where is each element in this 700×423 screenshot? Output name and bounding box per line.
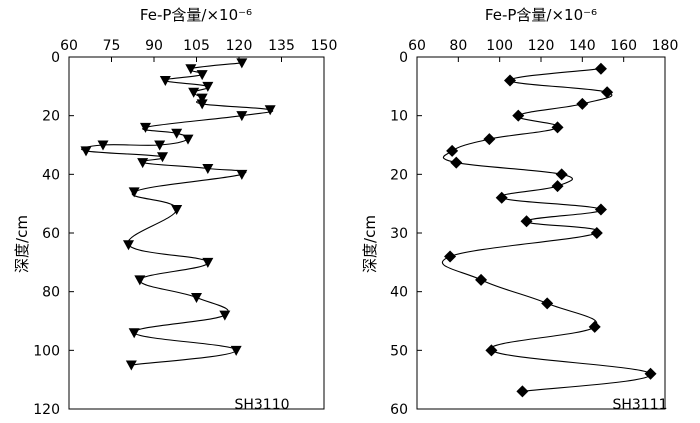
- chart-panel-sh3110: Fe-P含量/×10⁻⁶ 深度/cm SH3110 60 75 90 105 120 13…: [13, 6, 337, 418]
- y-tick-label: 80: [42, 285, 60, 301]
- data-point: [236, 169, 248, 180]
- data-point: [134, 275, 146, 286]
- data-point: [601, 86, 614, 99]
- data-point: [555, 168, 568, 181]
- chart-title: Fe-P含量/×10⁻⁶: [485, 6, 597, 24]
- y-tick-label: 30: [390, 226, 408, 242]
- x-tick-label: 75: [103, 38, 121, 54]
- chart-title: Fe-P含量/×10⁻⁶: [140, 6, 252, 24]
- data-point: [128, 187, 140, 198]
- x-tick-label: 180: [652, 38, 679, 54]
- data-point: [236, 111, 248, 122]
- x-tick-label: 140: [569, 38, 596, 54]
- data-point: [182, 134, 194, 145]
- x-tick-label: 60: [60, 38, 78, 54]
- data-point: [202, 163, 214, 174]
- data-point: [594, 203, 607, 216]
- data-point: [541, 297, 554, 310]
- y-tick-label: 10: [390, 109, 408, 125]
- y-tick-label: 0: [399, 50, 408, 66]
- data-point: [495, 191, 508, 204]
- data-point: [512, 109, 525, 122]
- data-point: [516, 385, 529, 398]
- x-tick-label: 80: [449, 38, 467, 54]
- data-point: [202, 81, 214, 92]
- data-point: [196, 93, 208, 104]
- data-point: [264, 105, 276, 116]
- data-point: [446, 144, 459, 157]
- data-point: [576, 97, 589, 110]
- data-point: [188, 87, 200, 98]
- x-tick-label: 60: [408, 38, 426, 54]
- data-point: [154, 140, 166, 151]
- data-point: [196, 99, 208, 110]
- data-point: [230, 345, 242, 356]
- data-point: [80, 146, 92, 157]
- data-point: [475, 273, 488, 286]
- y-tick-label: 40: [390, 285, 408, 301]
- data-point: [185, 64, 197, 75]
- data-point: [520, 215, 533, 228]
- data-point: [504, 74, 516, 87]
- plot-frame: [416, 56, 666, 410]
- data-point: [594, 62, 607, 75]
- y-tick-label: 20: [42, 109, 60, 125]
- data-point: [140, 122, 151, 133]
- series-line: [441, 68, 652, 392]
- data-point: [551, 180, 564, 193]
- x-tick-label: 160: [610, 38, 637, 54]
- data-point: [483, 133, 496, 146]
- y-axis-label: 深度/cm: [361, 215, 379, 273]
- data-point: [157, 152, 168, 163]
- x-tick-label: 90: [145, 38, 163, 54]
- x-tick-label: 105: [183, 38, 210, 54]
- chart-panel-sh3111: Fe-P含量/×10⁻⁶ 深度/cm SH3111 60 80 100 120 140 1…: [361, 6, 678, 418]
- data-point: [485, 344, 498, 357]
- data-point: [202, 257, 214, 268]
- plot-area: 60 80 100 120 140 160 180 0 10 20 30 40 50 60: [390, 38, 678, 418]
- x-tick-label: 120: [226, 38, 253, 54]
- site-label: SH3110: [234, 397, 289, 413]
- x-tick-label: 100: [486, 38, 513, 54]
- y-tick-label: 40: [42, 167, 60, 183]
- x-tick-label: 150: [311, 38, 338, 54]
- data-point: [196, 70, 208, 81]
- data-point: [171, 205, 183, 216]
- y-tick-label: 120: [33, 402, 60, 418]
- plot-area: 60 75 90 105 120 135 150 0 20 40 60 80 100 120: [33, 38, 337, 418]
- x-tick-label: 135: [268, 38, 295, 54]
- data-point: [219, 310, 231, 321]
- y-tick-label: 60: [42, 226, 60, 242]
- x-tick-label: 120: [528, 38, 555, 54]
- data-point: [191, 293, 202, 304]
- data-point: [137, 158, 149, 169]
- y-tick-label: 50: [390, 343, 408, 359]
- y-tick-label: 60: [390, 402, 408, 418]
- site-label: SH3111: [612, 397, 667, 413]
- data-point: [644, 367, 657, 380]
- plot-frame: [68, 56, 325, 410]
- y-tick-label: 100: [33, 343, 60, 359]
- data-point: [450, 156, 463, 169]
- y-tick-label: 0: [51, 50, 60, 66]
- data-point: [236, 58, 248, 69]
- data-point: [128, 328, 140, 339]
- data-point: [588, 320, 601, 333]
- data-point: [159, 75, 171, 86]
- data-point: [97, 140, 109, 151]
- data-point: [551, 121, 564, 134]
- y-tick-label: 20: [390, 167, 408, 183]
- data-point: [444, 250, 457, 263]
- data-point: [171, 128, 183, 139]
- y-axis-label: 深度/cm: [13, 215, 31, 273]
- data-point: [123, 240, 134, 251]
- data-point: [590, 227, 603, 239]
- data-point: [125, 360, 137, 371]
